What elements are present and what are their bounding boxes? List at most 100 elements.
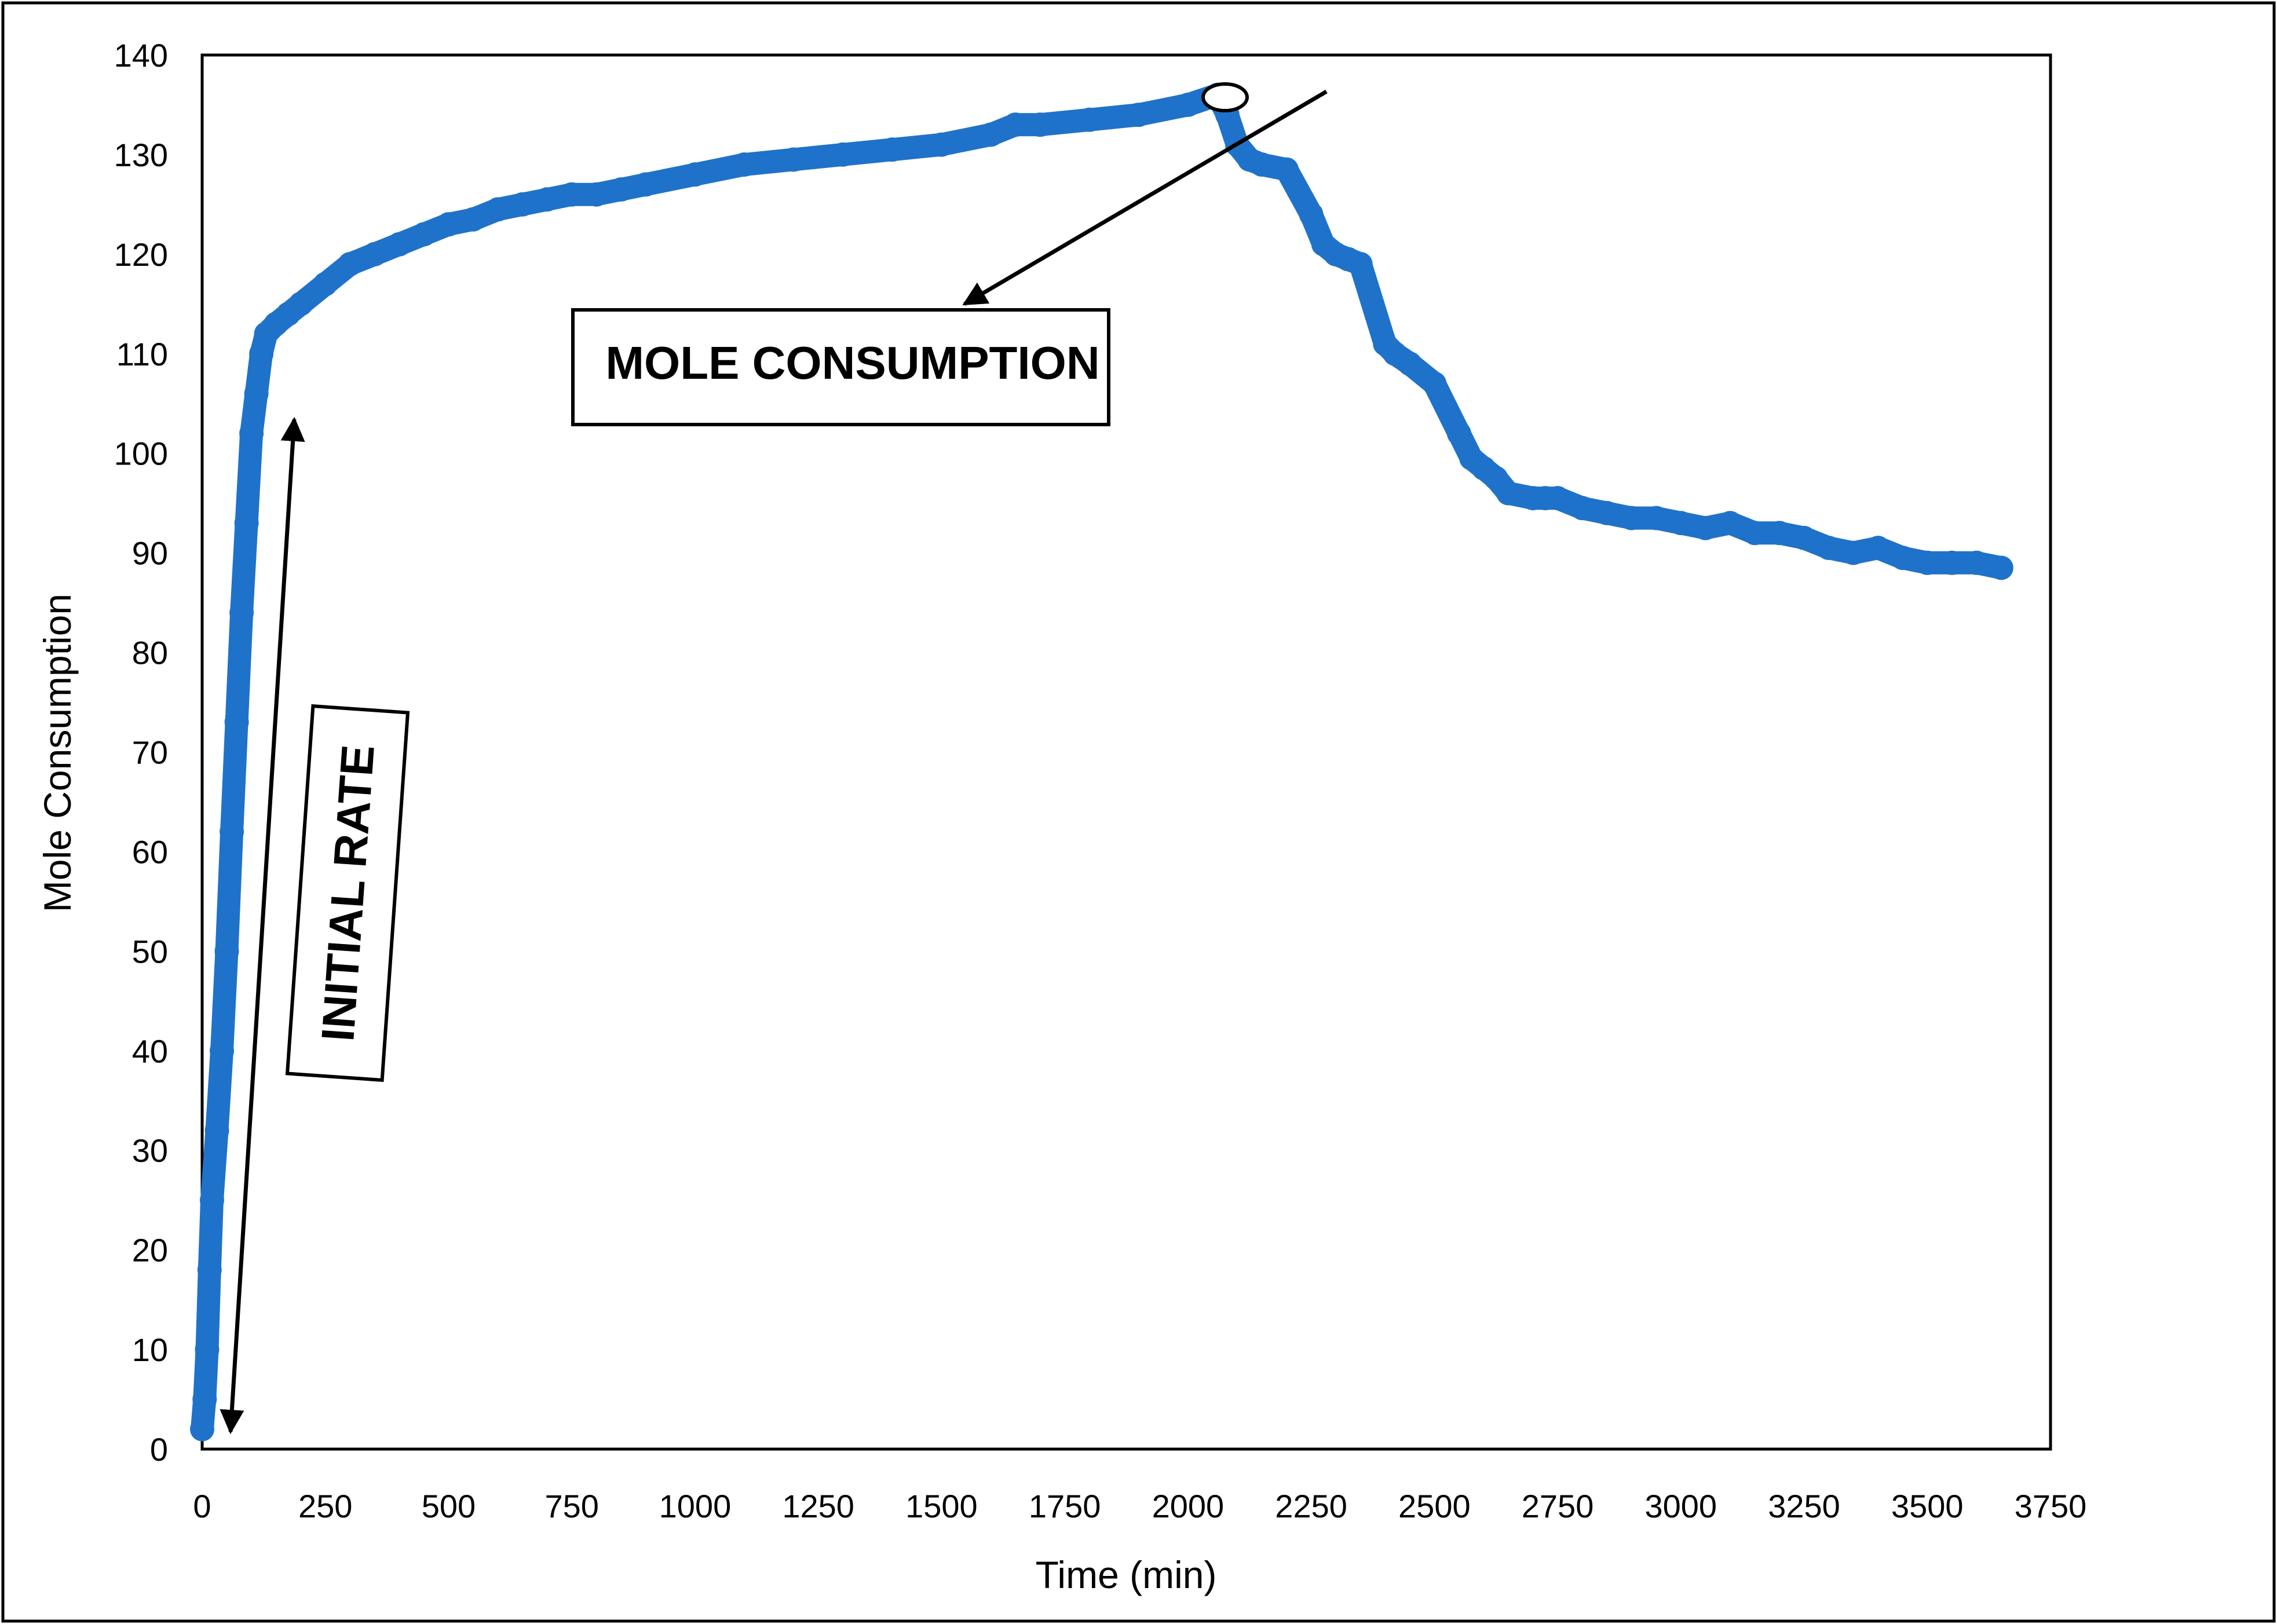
- x-tick-label: 3500: [1891, 1488, 1964, 1524]
- data-point: [1274, 157, 1299, 182]
- data-point: [633, 172, 658, 197]
- y-tick-label: 140: [114, 37, 168, 74]
- y-tick-label: 0: [150, 1431, 168, 1468]
- data-point: [362, 242, 387, 266]
- data-point: [535, 187, 560, 212]
- data-point: [1397, 352, 1422, 376]
- data-point: [1792, 525, 1817, 550]
- x-tick-label: 1750: [1029, 1488, 1101, 1524]
- data-point: [682, 162, 707, 187]
- data-point: [249, 341, 274, 366]
- data-point: [210, 1038, 234, 1063]
- y-axis-ticks: 0 10 20 30 40 50 60 70 80 90 100 110 120 130 140: [114, 37, 168, 1468]
- data-point: [411, 222, 436, 247]
- mole-consumption-box: [571, 308, 1110, 426]
- data-point: [1028, 112, 1052, 137]
- data-point: [1717, 511, 1742, 536]
- y-tick-label: 30: [132, 1132, 168, 1169]
- plot-area: [200, 53, 2052, 1451]
- data-point: [1446, 421, 1471, 446]
- data-point: [781, 147, 806, 172]
- data-point: [288, 291, 313, 316]
- y-tick-label: 60: [132, 833, 168, 870]
- x-tick-label: 2250: [1275, 1488, 1347, 1524]
- y-tick-label: 100: [114, 436, 168, 472]
- y-tick-label: 130: [114, 137, 168, 173]
- data-point: [1890, 546, 1915, 570]
- data-point: [584, 182, 609, 207]
- x-tick-label: 2750: [1522, 1488, 1594, 1524]
- y-tick-label: 10: [132, 1332, 168, 1368]
- data-point: [485, 197, 510, 222]
- data-point: [224, 709, 249, 734]
- data-point: [234, 511, 259, 536]
- data-point: [1175, 93, 1200, 117]
- data-point: [978, 122, 1003, 147]
- y-tick-label: 20: [132, 1232, 168, 1268]
- y-axis-title: Mole Consumption: [36, 594, 79, 912]
- x-tick-label: 1500: [905, 1488, 978, 1524]
- data-point: [1422, 371, 1447, 396]
- x-tick-label: 2000: [1152, 1488, 1225, 1524]
- peak-marker: [1201, 82, 1249, 112]
- initial-rate-arrow: [220, 416, 305, 1435]
- data-point: [1915, 550, 1940, 575]
- y-tick-label: 120: [114, 236, 168, 273]
- initial-rate-callout: INITIAL RATE: [285, 704, 410, 1082]
- x-axis-ticks: 0 250 500 750 1000 1250 1500 1750 2000 2250 2500 27…: [193, 1488, 2086, 1524]
- data-point: [220, 820, 244, 844]
- data-point: [1496, 481, 1521, 506]
- initial-rate-box: [285, 704, 410, 1082]
- y-tick-label: 80: [132, 635, 168, 671]
- data-point: [1545, 486, 1570, 511]
- x-tick-label: 0: [193, 1488, 211, 1524]
- data-point: [1841, 540, 1866, 565]
- data-point: [1126, 103, 1151, 127]
- data-point: [1964, 550, 1989, 575]
- data-point: [1668, 511, 1693, 536]
- data-point: [1644, 506, 1669, 531]
- data-point: [880, 137, 905, 162]
- y-tick-label: 50: [132, 933, 168, 970]
- data-point: [229, 600, 254, 625]
- x-tick-label: 1000: [659, 1488, 732, 1524]
- data-point: [436, 212, 461, 237]
- x-tick-label: 3000: [1645, 1488, 1717, 1524]
- data-point: [1348, 252, 1373, 276]
- data-point: [1939, 550, 1964, 575]
- x-tick-label: 2500: [1398, 1488, 1471, 1524]
- data-point: [1866, 536, 1891, 560]
- data-point: [929, 132, 954, 157]
- data-point: [1003, 112, 1028, 137]
- data-point: [338, 252, 363, 276]
- data-point: [1570, 496, 1595, 521]
- data-point: [1742, 521, 1767, 546]
- data-point: [192, 1387, 217, 1411]
- x-tick-label: 250: [298, 1488, 352, 1524]
- data-point: [239, 421, 264, 446]
- data-point: [195, 1337, 220, 1362]
- data-point: [313, 272, 338, 297]
- data-point: [560, 182, 584, 207]
- data-point: [1077, 107, 1102, 132]
- data-point: [1595, 500, 1620, 525]
- y-tick-label: 40: [132, 1033, 168, 1069]
- data-point: [204, 1118, 229, 1143]
- mole-consumption-arrow: [962, 89, 1328, 306]
- data-point: [510, 192, 535, 217]
- y-tick-label: 90: [132, 535, 168, 572]
- x-tick-label: 500: [422, 1488, 476, 1524]
- data-point: [1249, 152, 1274, 177]
- data-point: [1817, 536, 1841, 560]
- x-tick-label: 3750: [2015, 1488, 2087, 1524]
- x-axis-title: Time (min): [1036, 1553, 1217, 1596]
- data-point: [461, 207, 485, 232]
- data-point: [1299, 202, 1324, 227]
- data-point: [1989, 555, 2013, 580]
- data-point: [1693, 515, 1718, 540]
- data-point: [732, 152, 756, 177]
- data-point: [1619, 506, 1644, 531]
- x-tick-label: 1250: [782, 1488, 854, 1524]
- data-point: [387, 232, 412, 257]
